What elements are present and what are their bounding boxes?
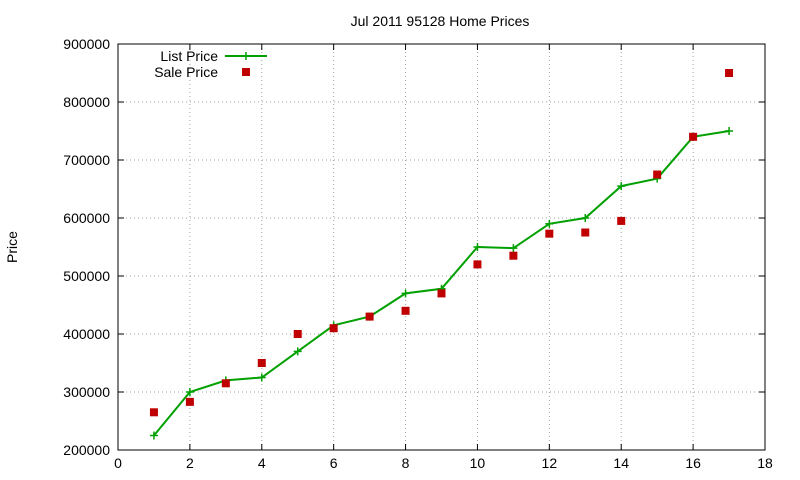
list-price-point (149, 431, 158, 440)
list-price-point (725, 127, 734, 135)
sale-price-point (401, 306, 410, 315)
list-price-point (401, 289, 410, 298)
sale-price-point (689, 132, 698, 141)
series-layer (149, 69, 734, 440)
sale-price-point (653, 170, 662, 179)
sale-price-point (725, 69, 734, 77)
ticks: 0 2 4 6 8 10 12 14 16 18 200000 300000 400000 500000 6… (63, 36, 773, 471)
x-tick-label: 16 (685, 455, 701, 471)
list-price-point (545, 219, 554, 228)
list-price-line (153, 130, 730, 437)
grid (118, 44, 765, 450)
sale-price-point (329, 324, 338, 333)
y-tick-label: 500000 (63, 268, 110, 284)
sale-price-point (545, 229, 554, 238)
sale-price-point (185, 397, 194, 406)
x-tick-label: 4 (258, 455, 266, 471)
x-tick-label: 0 (114, 455, 122, 471)
sale-price-point (509, 251, 518, 260)
x-tick-label: 12 (542, 455, 558, 471)
sale-price-point (365, 312, 374, 321)
legend-square-marker (242, 68, 250, 76)
sale-price-point (149, 408, 158, 417)
y-tick-label: 600000 (63, 210, 110, 226)
plot-frame (117, 43, 766, 451)
y-tick-label: 200000 (63, 442, 110, 458)
legend-label: List Price (160, 48, 218, 64)
x-tick-label: 2 (186, 455, 194, 471)
list-price-point (617, 182, 626, 191)
y-tick-label: 300000 (63, 384, 110, 400)
list-price-point (293, 347, 302, 356)
list-price-point (581, 214, 590, 222)
y-tick-label: 800000 (63, 94, 110, 110)
list-price-point (185, 388, 194, 396)
list-price-point (257, 373, 266, 382)
y-tick-label: 400000 (63, 326, 110, 342)
x-tick-label: 10 (470, 455, 486, 471)
x-tick-label: 8 (402, 455, 410, 471)
sale-price-point (617, 216, 626, 225)
legend-cross-marker (242, 52, 250, 60)
sale-price-point (293, 330, 302, 338)
legend-label: Sale Price (154, 64, 218, 80)
chart-title: Jul 2011 95128 Home Prices (351, 13, 530, 29)
y-tick-label: 900000 (63, 36, 110, 52)
sale-price-point (581, 228, 590, 237)
x-tick-label: 14 (613, 455, 629, 471)
list-price-point (473, 243, 482, 251)
x-tick-label: 6 (330, 455, 338, 471)
list-price-point (509, 244, 518, 253)
series-1 (149, 69, 734, 417)
series-0 (149, 127, 734, 440)
sale-price-point (473, 260, 482, 269)
sale-price-point (257, 359, 266, 367)
y-tick-label: 700000 (63, 152, 110, 168)
y-axis-label: Price (4, 231, 20, 263)
sale-price-point (437, 289, 446, 298)
x-tick-label: 18 (757, 455, 773, 471)
sale-price-point (221, 379, 230, 388)
